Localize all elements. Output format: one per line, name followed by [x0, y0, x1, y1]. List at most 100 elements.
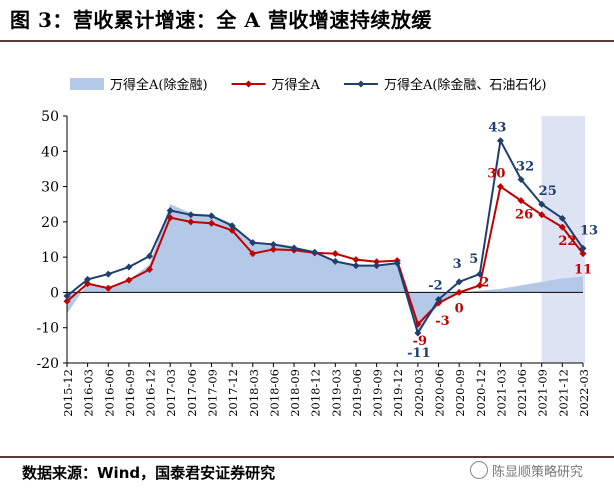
x-tick-label: 2019-12	[391, 369, 405, 417]
x-tick-label: 2019-03	[329, 369, 343, 417]
data-point-0	[538, 211, 546, 219]
data-point-1	[393, 259, 401, 267]
legend-label: 万得全A(除金融、石油石化)	[384, 77, 547, 93]
data-label: 32	[516, 160, 534, 175]
x-tick-label: 2016-06	[102, 369, 116, 417]
data-point-0	[125, 276, 133, 284]
data-label: 22	[558, 234, 576, 249]
data-label: 3	[453, 257, 462, 272]
data-point-1	[104, 270, 112, 278]
data-point-1	[352, 262, 360, 270]
data-point-0	[373, 258, 381, 266]
y-tick-label: -10	[36, 321, 59, 337]
data-label: 11	[574, 263, 592, 278]
data-point-0	[249, 250, 257, 258]
data-label: -11	[407, 346, 431, 361]
data-point-1	[476, 270, 484, 278]
y-tick-label: 50	[41, 109, 59, 125]
line-series-1	[66, 137, 584, 336]
data-label: 25	[539, 184, 557, 199]
x-tick-label: 2017-12	[226, 369, 240, 417]
x-tick-label: 2017-03	[164, 369, 178, 417]
legend-swatch-area	[70, 78, 104, 90]
data-point-1	[373, 262, 381, 270]
data-point-0	[207, 219, 215, 227]
data-point-1	[166, 207, 174, 215]
x-tick-label: 2018-09	[288, 369, 302, 417]
data-point-1	[146, 252, 154, 260]
data-label: 43	[488, 121, 506, 136]
legend-label: 万得全A(除金融)	[110, 77, 208, 93]
x-tick-label: 2021-03	[494, 369, 508, 417]
data-label: 13	[580, 223, 598, 238]
y-tick-label: 0	[50, 285, 59, 301]
data-point-0	[63, 297, 71, 305]
data-label: 0	[455, 301, 464, 316]
data-label: 30	[487, 167, 505, 182]
x-tick-label: 2021-06	[515, 369, 529, 417]
x-tick-label: 2017-06	[185, 369, 199, 417]
x-tick-label: 2016-09	[123, 369, 137, 417]
data-point-0	[496, 183, 504, 191]
x-tick-label: 2019-09	[371, 369, 385, 417]
data-point-1	[249, 239, 257, 247]
data-label: 5	[469, 252, 478, 267]
data-point-1	[331, 257, 339, 265]
data-point-1	[517, 176, 525, 184]
data-point-0	[455, 288, 463, 296]
data-label: -9	[413, 334, 427, 349]
y-tick-label: -20	[36, 356, 59, 372]
data-point-1	[290, 244, 298, 252]
x-tick-label: 2020-12	[474, 369, 488, 417]
data-point-0	[146, 265, 154, 273]
data-label: -3	[435, 314, 449, 329]
x-tick-label: 2018-03	[247, 369, 261, 417]
data-label: -2	[428, 278, 442, 293]
source-note: 数据来源：Wind，国泰君安证券研究	[22, 464, 276, 482]
data-label: 2	[480, 275, 489, 290]
x-tick-label: 2020-06	[433, 369, 447, 417]
x-tick-label: 2022-03	[577, 369, 591, 417]
y-tick-label: 30	[41, 180, 59, 196]
x-tick-label: 2018-12	[309, 369, 323, 417]
data-point-1	[538, 200, 546, 208]
data-point-0	[579, 250, 587, 258]
data-point-1	[455, 278, 463, 286]
data-point-0	[228, 226, 236, 234]
x-tick-label: 2021-09	[536, 369, 550, 417]
data-label: 26	[515, 208, 533, 223]
bottom-divider	[0, 456, 614, 458]
x-tick-label: 2019-06	[350, 369, 364, 417]
data-point-1	[228, 222, 236, 230]
x-tick-label: 2021-12	[556, 369, 570, 417]
watermark-label: 陈显顺策略研究	[492, 465, 584, 480]
data-point-1	[496, 137, 504, 145]
data-point-1	[269, 240, 277, 248]
line-series-0	[66, 184, 584, 327]
data-point-1	[558, 214, 566, 222]
x-tick-label: 2020-09	[453, 369, 467, 417]
x-tick-label: 2017-09	[205, 369, 219, 417]
data-point-0	[331, 250, 339, 258]
y-tick-label: 20	[41, 215, 59, 231]
data-point-1	[84, 275, 92, 283]
data-point-1	[579, 244, 587, 252]
wechat-icon	[470, 461, 488, 479]
data-point-1	[311, 248, 319, 256]
data-point-0	[558, 223, 566, 231]
x-tick-label: 2016-03	[82, 369, 96, 417]
x-tick-label: 2015-12	[61, 369, 75, 417]
y-tick-label: 10	[41, 250, 59, 266]
data-point-0	[269, 245, 277, 253]
data-point-1	[125, 263, 133, 271]
data-point-1	[414, 329, 422, 337]
data-point-0	[352, 256, 360, 264]
data-point-1	[435, 295, 443, 303]
x-tick-label: 2018-06	[267, 369, 281, 417]
area-series-ex-financials	[67, 204, 583, 332]
data-point-1	[207, 212, 215, 220]
y-tick-label: 40	[41, 144, 59, 160]
title-bar: 图 3：营收累计增速：全 A 营收增速持续放缓	[0, 0, 614, 40]
data-point-0	[187, 218, 195, 226]
